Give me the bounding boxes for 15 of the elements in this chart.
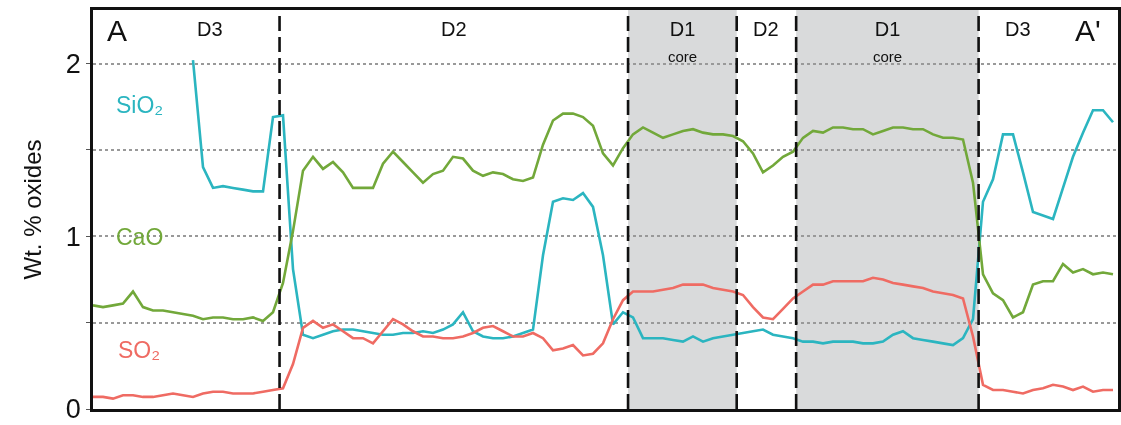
annotation: D2 bbox=[753, 18, 779, 40]
series-label: SiO₂ bbox=[116, 92, 164, 118]
series-label: SO₂ bbox=[118, 337, 161, 363]
series-label: CaO bbox=[116, 224, 164, 250]
y-tick-label: 0 bbox=[65, 394, 81, 425]
annotation: D1 core bbox=[668, 18, 698, 65]
y-tick-label: 1 bbox=[65, 221, 81, 252]
annotation: A' bbox=[1075, 14, 1101, 47]
annotation: D3 bbox=[197, 18, 223, 40]
annotation: D1 core bbox=[873, 18, 903, 65]
y-axis-title: Wt. % oxides bbox=[18, 139, 46, 280]
annotation: A bbox=[107, 14, 128, 47]
annotation: D3 bbox=[1005, 18, 1031, 40]
y-tick-label: 2 bbox=[65, 49, 81, 79]
annotation: D2 bbox=[441, 18, 467, 40]
